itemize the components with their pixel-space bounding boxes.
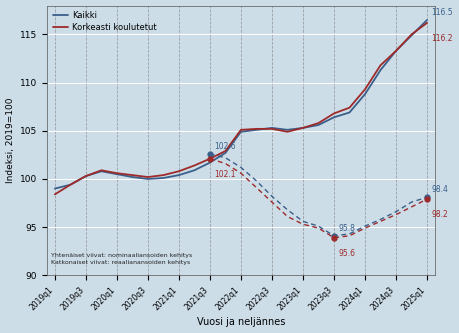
Korkeasti koulutetut xyxy=(393,49,399,53)
Kaikki xyxy=(316,123,321,127)
Y-axis label: Indeksi, 2019=100: Indeksi, 2019=100 xyxy=(6,98,15,183)
Kaikki xyxy=(114,172,120,176)
Korkeasti koulutetut xyxy=(192,164,197,167)
Kaikki xyxy=(192,168,197,172)
Korkeasti koulutetut xyxy=(238,128,244,132)
Korkeasti koulutetut xyxy=(99,168,104,172)
Kaikki xyxy=(52,186,57,190)
Kaikki xyxy=(207,161,213,165)
Korkeasti koulutetut xyxy=(223,149,228,153)
Kaikki xyxy=(145,177,151,181)
Kaikki xyxy=(269,126,274,130)
Korkeasti koulutetut xyxy=(347,106,352,110)
Korkeasti koulutetut xyxy=(269,127,274,131)
Kaikki xyxy=(285,128,290,132)
Kaikki xyxy=(300,126,306,130)
Kaikki xyxy=(176,173,182,177)
Text: 102.1: 102.1 xyxy=(214,170,235,179)
Kaikki xyxy=(331,115,337,119)
Kaikki xyxy=(393,49,399,53)
Korkeasti koulutetut xyxy=(145,175,151,179)
Korkeasti koulutetut xyxy=(161,173,166,177)
Kaikki xyxy=(238,130,244,134)
Korkeasti koulutetut xyxy=(331,112,337,116)
Kaikki xyxy=(424,18,430,22)
Korkeasti koulutetut xyxy=(129,173,135,177)
Korkeasti koulutetut xyxy=(254,127,259,131)
Text: 95.6: 95.6 xyxy=(338,249,355,258)
Korkeasti koulutetut xyxy=(378,63,383,67)
Kaikki xyxy=(129,175,135,179)
Korkeasti koulutetut xyxy=(114,171,120,175)
Korkeasti koulutetut xyxy=(285,130,290,134)
Text: 116.5: 116.5 xyxy=(431,8,453,17)
Kaikki xyxy=(378,68,383,72)
Kaikki xyxy=(161,176,166,180)
Kaikki xyxy=(362,92,368,96)
Kaikki xyxy=(223,151,228,155)
Text: Yhtenäiset viivat: nominaaliansoiden kehitys
Katkonaiset viivat: reaalianansoide: Yhtenäiset viivat: nominaaliansoiden keh… xyxy=(51,253,192,264)
Kaikki xyxy=(67,183,73,187)
Kaikki xyxy=(409,33,414,37)
Korkeasti koulutetut xyxy=(424,21,430,25)
Korkeasti koulutetut xyxy=(176,169,182,173)
Korkeasti koulutetut xyxy=(83,174,89,178)
Text: 98.4: 98.4 xyxy=(431,185,448,194)
Korkeasti koulutetut xyxy=(52,192,57,196)
Kaikki xyxy=(99,169,104,173)
X-axis label: Vuosi ja neljännes: Vuosi ja neljännes xyxy=(197,317,285,327)
Text: 98.2: 98.2 xyxy=(431,210,448,219)
Line: Kaikki: Kaikki xyxy=(55,20,427,188)
Kaikki xyxy=(83,174,89,178)
Korkeasti koulutetut xyxy=(67,183,73,187)
Text: 95.8: 95.8 xyxy=(338,224,355,233)
Korkeasti koulutetut xyxy=(207,157,213,161)
Line: Korkeasti koulutetut: Korkeasti koulutetut xyxy=(55,23,427,194)
Korkeasti koulutetut xyxy=(362,87,368,91)
Legend: Kaikki, Korkeasti koulutetut: Kaikki, Korkeasti koulutetut xyxy=(50,8,160,35)
Kaikki xyxy=(254,128,259,132)
Text: 116.2: 116.2 xyxy=(431,34,453,43)
Kaikki xyxy=(347,111,352,115)
Text: 102.6: 102.6 xyxy=(214,142,236,151)
Korkeasti koulutetut xyxy=(300,126,306,130)
Korkeasti koulutetut xyxy=(316,121,321,125)
Korkeasti koulutetut xyxy=(409,32,414,36)
